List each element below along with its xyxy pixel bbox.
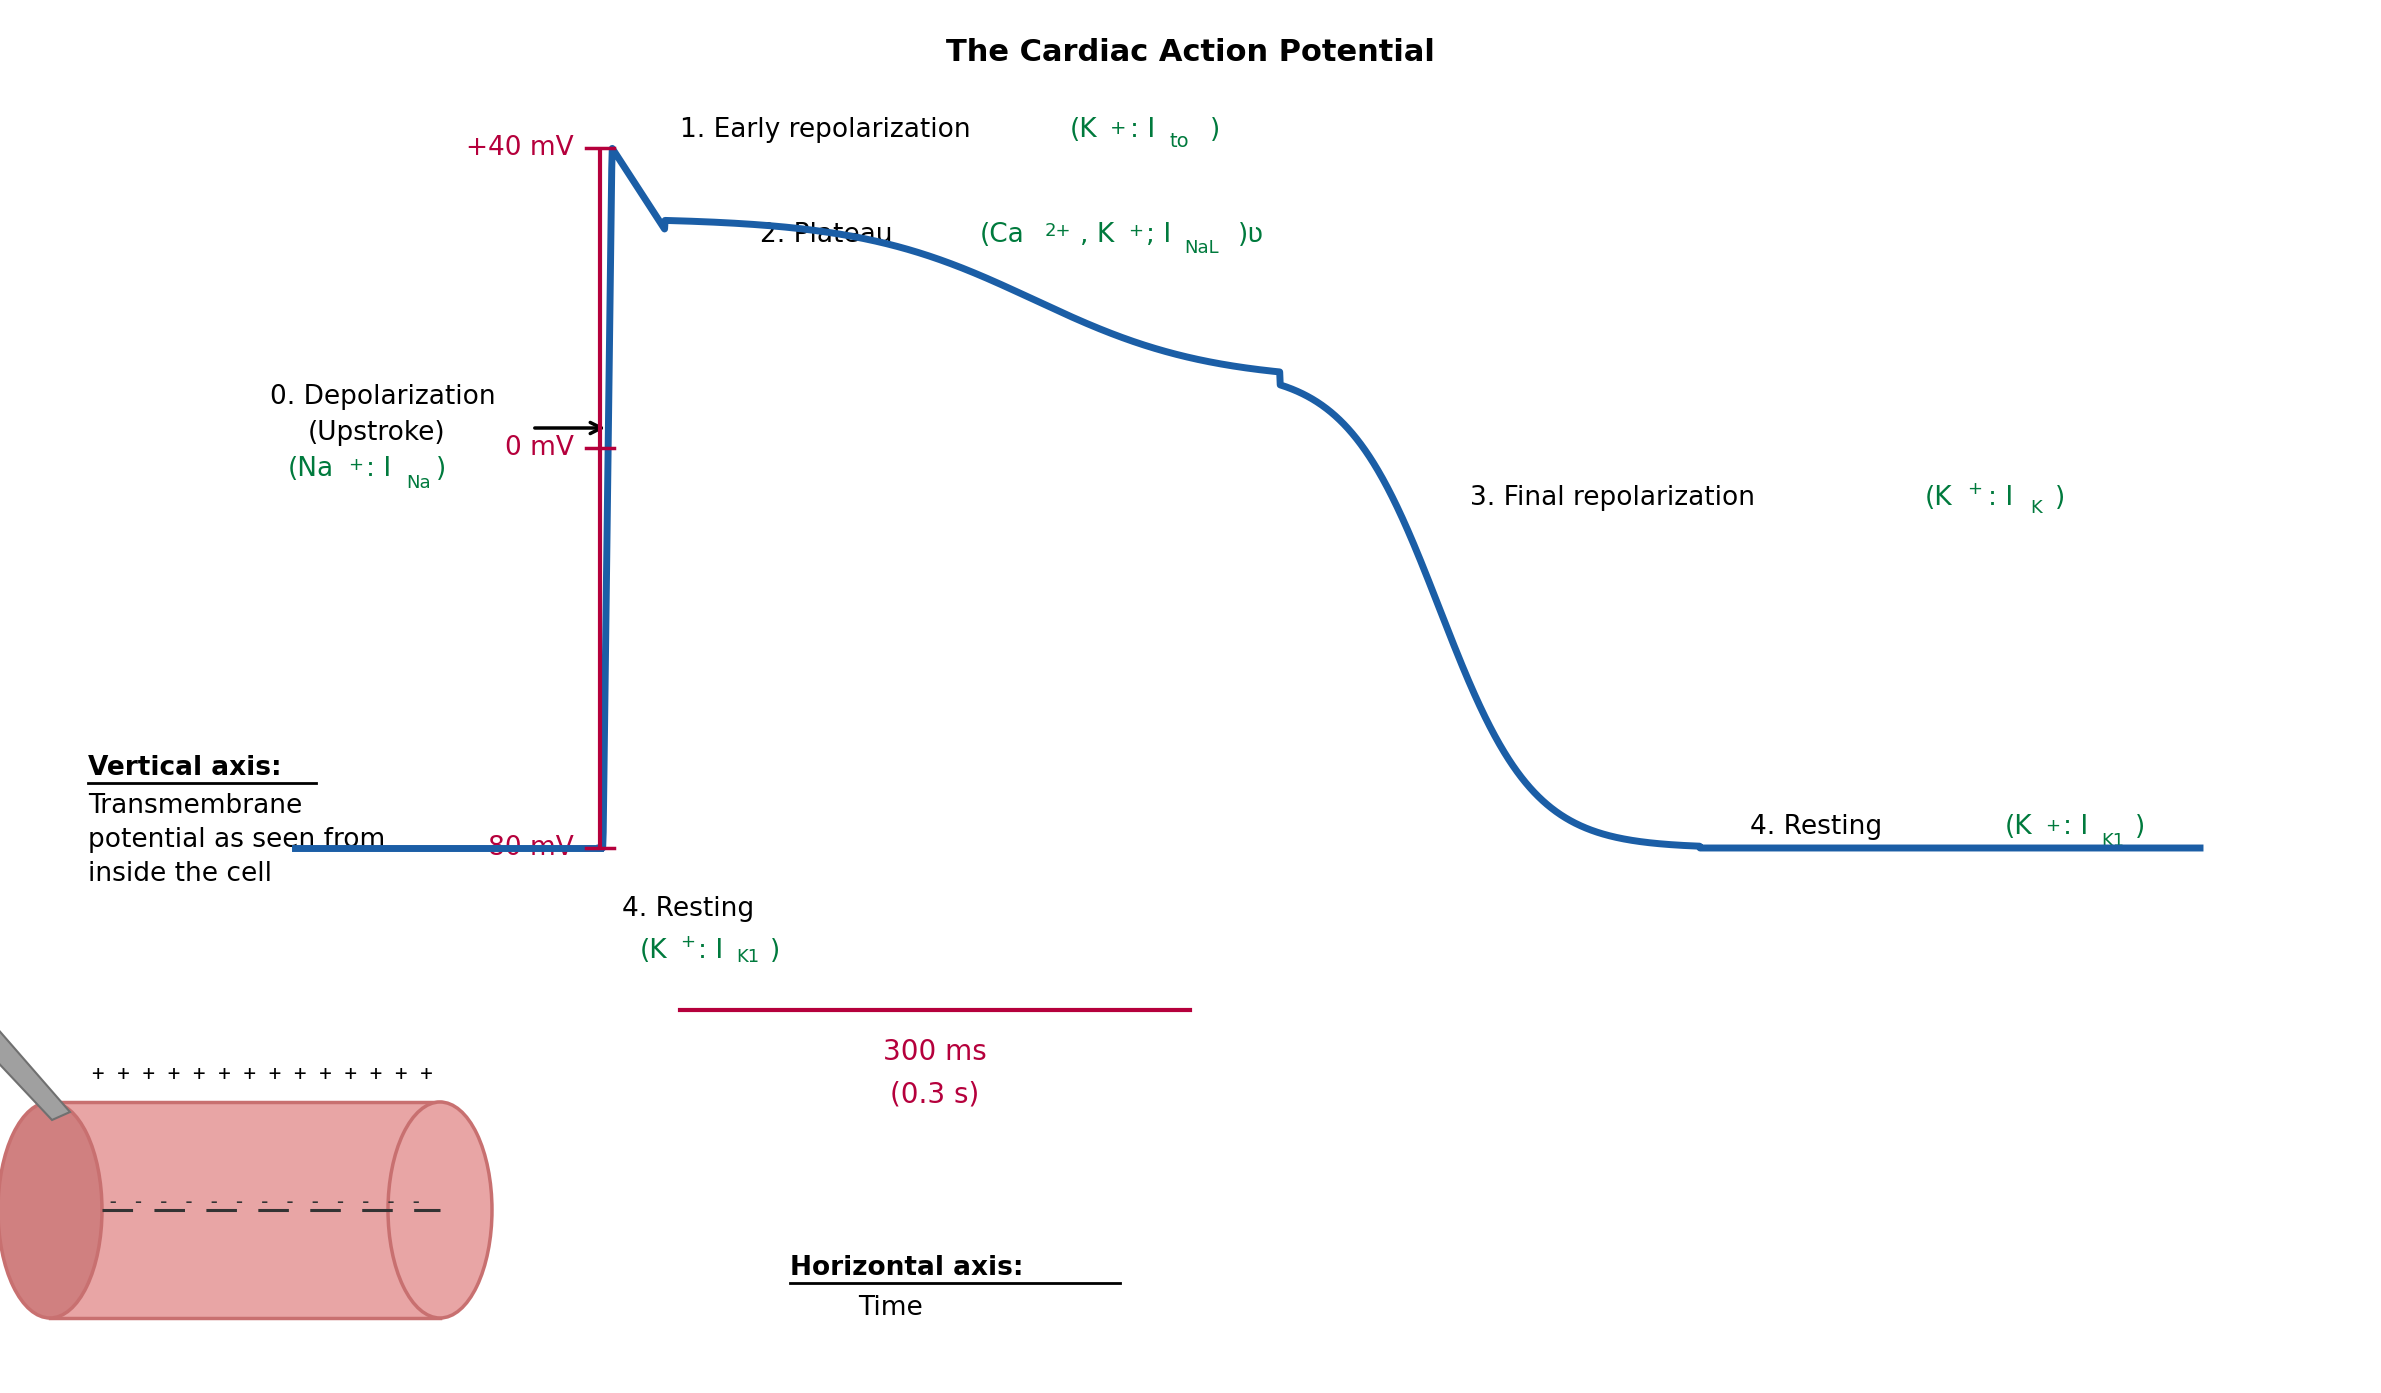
Text: 2+: 2+	[1045, 221, 1071, 240]
Text: : I: : I	[2062, 814, 2088, 840]
Text: K: K	[2031, 499, 2043, 517]
Text: Transmembrane
potential as seen from
inside the cell: Transmembrane potential as seen from ins…	[88, 793, 386, 887]
Text: , K: , K	[1081, 221, 1114, 248]
Text: Horizontal axis:: Horizontal axis:	[790, 1255, 1024, 1282]
Text: (Ca: (Ca	[981, 221, 1024, 248]
Bar	[50, 1102, 440, 1318]
Text: 0. Depolarization: 0. Depolarization	[269, 384, 495, 411]
Ellipse shape	[0, 1102, 102, 1318]
Text: K1: K1	[2100, 832, 2124, 850]
Text: (Upstroke): (Upstroke)	[307, 419, 445, 446]
Text: (Na: (Na	[288, 457, 333, 482]
Text: 1. Early repolarization: 1. Early repolarization	[681, 117, 979, 143]
Text: −80 mV: −80 mV	[467, 834, 574, 861]
Text: (0.3 s): (0.3 s)	[890, 1080, 979, 1107]
Text: 3. Final repolarization: 3. Final repolarization	[1469, 485, 1764, 511]
Polygon shape	[0, 937, 69, 1120]
Text: (K: (K	[2005, 814, 2033, 840]
Text: Na: Na	[407, 474, 431, 492]
Text: 0 mV: 0 mV	[505, 435, 574, 461]
Text: Time: Time	[857, 1295, 924, 1321]
Text: +: +	[1110, 118, 1126, 138]
Text: ): )	[1210, 117, 1219, 143]
Text: + + + + + + + + + + + + + +: + + + + + + + + + + + + + +	[93, 1064, 433, 1084]
Text: Vertical axis:: Vertical axis:	[88, 755, 281, 781]
Text: - - - - - - - - - - - - -: - - - - - - - - - - - - -	[107, 1192, 421, 1212]
Text: : I: : I	[698, 937, 724, 964]
Text: ; I: ; I	[1145, 221, 1171, 248]
Text: (K: (K	[640, 937, 667, 964]
Text: +: +	[1967, 481, 1981, 499]
Text: ): )	[769, 937, 781, 964]
Text: ): )	[436, 457, 445, 482]
Text: : I: : I	[1988, 485, 2014, 511]
Text: +: +	[681, 933, 695, 951]
Text: +: +	[1129, 221, 1143, 240]
Text: +40 mV: +40 mV	[467, 135, 574, 162]
Text: (K: (K	[1069, 117, 1098, 143]
Text: : I: : I	[367, 457, 390, 482]
Text: )ʋ: )ʋ	[1238, 221, 1264, 248]
Text: 4. Resting: 4. Resting	[1750, 814, 1891, 840]
Text: ): )	[2055, 485, 2064, 511]
Text: 300 ms: 300 ms	[883, 1038, 986, 1066]
Text: +: +	[2045, 818, 2060, 834]
Text: K1: K1	[736, 949, 760, 965]
Text: 4. Resting: 4. Resting	[621, 896, 755, 922]
Text: The Cardiac Action Potential: The Cardiac Action Potential	[945, 38, 1433, 67]
Text: to: to	[1169, 132, 1190, 150]
Text: (K: (K	[1924, 485, 1952, 511]
Text: ): )	[2136, 814, 2145, 840]
Text: 2. Plateau: 2. Plateau	[760, 221, 900, 248]
Text: : I: : I	[1131, 117, 1155, 143]
Text: NaL: NaL	[1183, 240, 1219, 256]
Ellipse shape	[388, 1102, 493, 1318]
Text: +: +	[348, 457, 362, 475]
